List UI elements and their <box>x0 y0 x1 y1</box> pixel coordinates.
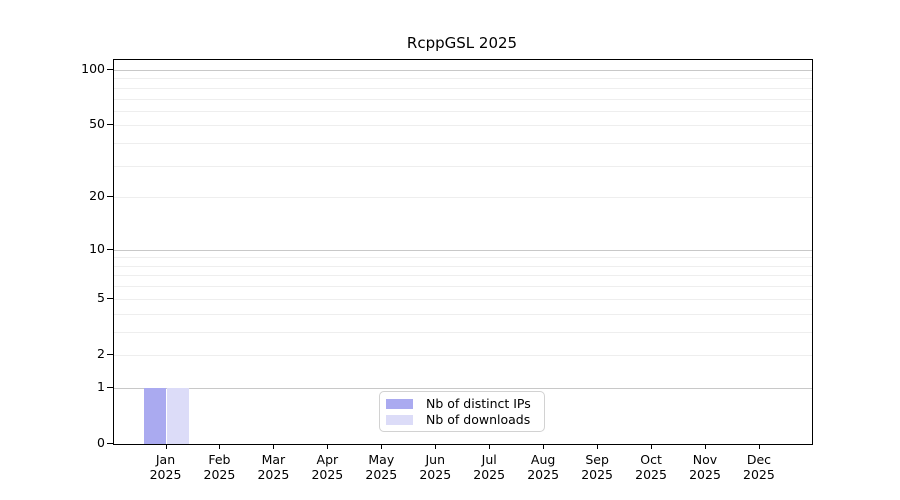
minor-gridline <box>114 286 812 288</box>
x-label-year: 2025 <box>419 467 452 482</box>
x-tick-label: Dec 2025 <box>729 452 789 482</box>
y-tick-label: 5 <box>97 289 105 305</box>
x-tick <box>489 444 491 449</box>
major-gridline <box>114 70 812 71</box>
y-tick <box>107 297 113 299</box>
x-tick-label: Jan 2025 <box>136 452 196 482</box>
y-tick <box>107 196 113 198</box>
x-label-year: 2025 <box>473 467 506 482</box>
x-tick-label: Aug 2025 <box>513 452 573 482</box>
y-tick <box>107 248 113 250</box>
x-tick-label: Apr 2025 <box>297 452 357 482</box>
minor-gridline <box>114 275 812 277</box>
y-tick <box>107 353 113 355</box>
chart-title: RcppGSL 2025 <box>406 34 518 52</box>
major-gridline <box>114 387 812 389</box>
legend-label-downloads: Nb of downloads <box>426 412 531 427</box>
plot-area: Nb of distinct IPs Nb of downloads <box>113 59 813 445</box>
x-tick-label: Sep 2025 <box>567 452 627 482</box>
x-tick <box>165 444 167 449</box>
legend: Nb of distinct IPs Nb of downloads <box>379 391 545 432</box>
minor-gridline <box>114 354 812 356</box>
bar-distinct-ips <box>144 387 167 444</box>
y-tick <box>107 69 113 70</box>
minor-gridline <box>114 331 812 333</box>
minor-gridline <box>114 165 812 167</box>
x-tick <box>381 444 383 449</box>
x-label-year: 2025 <box>635 467 667 482</box>
x-tick <box>435 444 437 449</box>
y-tick <box>107 386 113 388</box>
legend-swatch-distinct-ips <box>386 399 413 409</box>
y-tick-label: 50 <box>89 116 105 132</box>
x-label-year: 2025 <box>743 467 775 482</box>
x-label-month: Apr <box>316 452 339 467</box>
legend-row-distinct-ips: Nb of distinct IPs <box>386 396 538 412</box>
y-tick-label: 100 <box>81 61 105 76</box>
x-tick-label: Feb 2025 <box>189 452 249 482</box>
x-tick-label: Oct 2025 <box>621 452 681 482</box>
major-gridline <box>114 249 812 251</box>
x-tick <box>597 444 599 449</box>
legend-label-distinct-ips: Nb of distinct IPs <box>426 396 531 411</box>
x-label-year: 2025 <box>257 467 290 482</box>
x-tick <box>705 444 706 449</box>
y-tick-label: 0 <box>97 435 105 450</box>
x-label-year: 2025 <box>149 467 182 482</box>
minor-gridline <box>114 197 812 199</box>
x-label-month: Mar <box>261 452 286 467</box>
x-label-year: 2025 <box>311 467 344 482</box>
x-label-year: 2025 <box>581 467 613 482</box>
minor-gridline <box>114 298 812 300</box>
x-label-month: Jun <box>425 452 446 467</box>
minor-gridline <box>114 143 812 145</box>
x-tick <box>651 444 653 449</box>
x-tick-label: Jun 2025 <box>405 452 465 482</box>
x-label-month: Aug <box>530 452 556 467</box>
x-tick-label: Nov 2025 <box>675 452 735 482</box>
bar-downloads <box>166 387 189 444</box>
x-label-year: 2025 <box>365 467 398 482</box>
x-label-month: Sep <box>585 452 609 467</box>
x-label-month: Jan <box>155 452 176 467</box>
x-tick-label: Mar 2025 <box>243 452 303 482</box>
x-label-month: Nov <box>692 452 718 467</box>
y-tick-label: 1 <box>97 378 105 394</box>
y-tick-label: 20 <box>89 188 105 204</box>
x-tick-label: Jul 2025 <box>459 452 519 482</box>
x-label-month: Feb <box>208 452 231 467</box>
legend-row-downloads: Nb of downloads <box>386 412 538 428</box>
minor-gridline <box>114 98 812 100</box>
x-tick-label: May 2025 <box>351 452 411 482</box>
minor-gridline <box>114 313 812 315</box>
minor-gridline <box>114 125 812 127</box>
x-label-month: Oct <box>640 452 662 467</box>
y-tick <box>107 124 113 126</box>
minor-gridline <box>114 265 812 267</box>
x-label-month: Jul <box>481 452 497 467</box>
x-label-month: Dec <box>746 452 772 467</box>
y-tick-label: 2 <box>97 345 105 361</box>
x-tick <box>543 444 545 449</box>
x-label-month: May <box>368 452 395 467</box>
x-tick <box>327 444 329 449</box>
x-label-year: 2025 <box>527 467 560 482</box>
minor-gridline <box>114 87 812 89</box>
y-tick-label: 10 <box>89 240 105 256</box>
y-tick <box>107 443 113 444</box>
minor-gridline <box>114 110 812 112</box>
x-tick <box>219 444 221 449</box>
legend-swatch-downloads <box>386 415 413 425</box>
x-label-year: 2025 <box>203 467 236 482</box>
minor-gridline <box>114 257 812 259</box>
minor-gridline <box>114 78 812 80</box>
x-tick <box>273 444 275 449</box>
x-label-year: 2025 <box>689 467 721 482</box>
x-tick <box>758 444 760 449</box>
